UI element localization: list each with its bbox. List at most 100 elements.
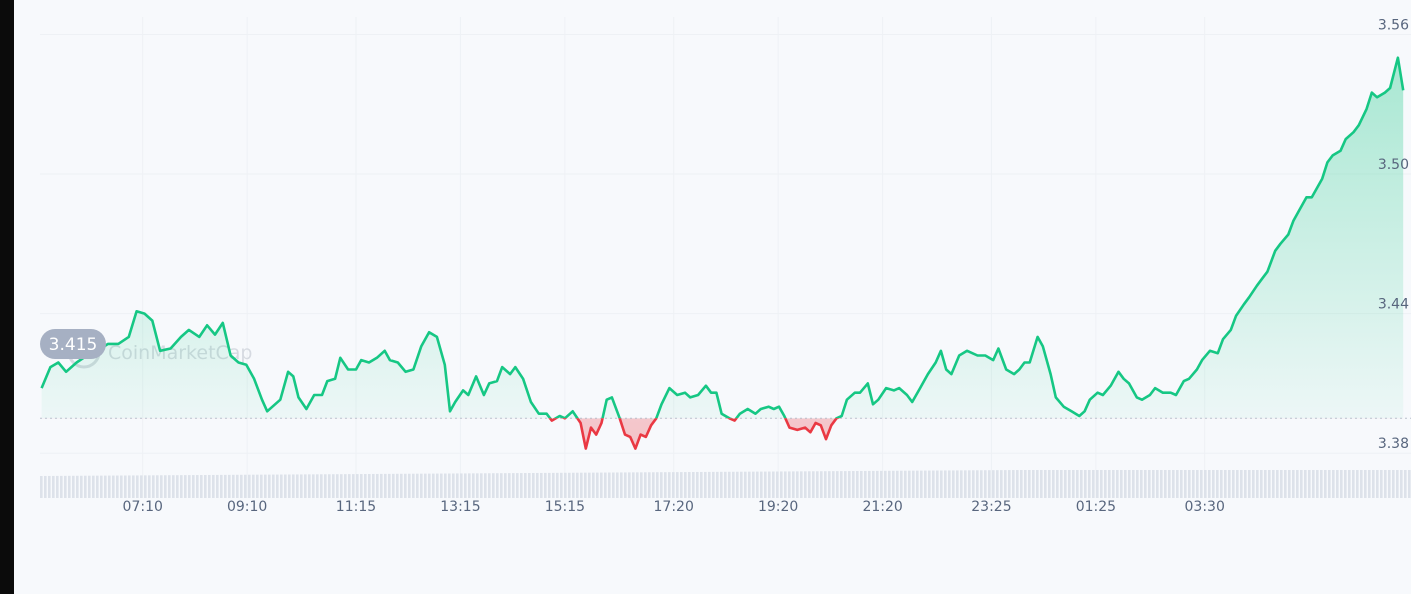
volume-bar	[752, 471, 755, 498]
data-point	[1287, 233, 1289, 235]
y-tick-label: 3.38	[1378, 436, 1409, 452]
volume-bar	[564, 472, 567, 498]
data-point	[376, 357, 378, 359]
volume-bar	[340, 474, 343, 498]
volume-bar	[268, 474, 271, 498]
data-point	[1332, 154, 1334, 156]
badge-pill	[40, 329, 106, 359]
volume-bar	[1392, 470, 1395, 498]
volume-bar	[292, 474, 295, 498]
volume-bar	[616, 472, 619, 498]
volume-bar	[1332, 470, 1335, 498]
volume-bar	[844, 471, 847, 498]
volume-bar	[728, 471, 731, 498]
data-point	[475, 375, 477, 377]
volume-bar	[332, 474, 335, 498]
data-point	[1402, 89, 1404, 91]
volume-bar	[1288, 470, 1291, 498]
volume-bar	[944, 470, 947, 498]
data-point	[629, 436, 631, 438]
data-point	[825, 438, 827, 440]
volume-bar	[684, 472, 687, 498]
volume-bar	[64, 475, 67, 498]
volume-bar	[280, 474, 283, 498]
data-point	[412, 368, 414, 370]
volume-bar	[104, 475, 107, 498]
volume-bar	[620, 472, 623, 498]
data-point	[705, 385, 707, 387]
volume-bar	[688, 472, 691, 498]
volume-bar	[1192, 470, 1195, 498]
volume-bar	[364, 474, 367, 498]
data-point	[355, 368, 357, 370]
data-point	[245, 364, 247, 366]
data-point	[449, 410, 451, 412]
volume-bar	[908, 470, 911, 498]
data-point	[710, 392, 712, 394]
volume-bar	[1244, 470, 1247, 498]
volume-bar	[1016, 470, 1019, 498]
volume-bar	[144, 475, 147, 498]
data-point	[237, 361, 239, 363]
volume-bar	[792, 471, 795, 498]
data-point	[428, 331, 430, 333]
volume-bar	[296, 474, 299, 498]
data-point	[1248, 296, 1250, 298]
data-point	[1154, 387, 1156, 389]
volume-bar	[588, 472, 591, 498]
data-point	[595, 433, 597, 435]
volume-bar	[868, 470, 871, 498]
open-price-badge: 3.415	[40, 329, 106, 359]
volume-bar	[196, 475, 199, 498]
volume-bar	[1208, 470, 1211, 498]
volume-bar	[1344, 470, 1347, 498]
volume-bar	[256, 474, 259, 498]
volume-bar	[1324, 470, 1327, 498]
badge-text: 3.415	[49, 335, 98, 355]
x-tick-label: 21:20	[862, 499, 902, 515]
data-point	[877, 399, 879, 401]
volume-bar	[1020, 470, 1023, 498]
volume-bar	[1092, 470, 1095, 498]
volume-bar	[1168, 470, 1171, 498]
x-tick-label: 15:15	[545, 499, 585, 515]
volume-bar	[1104, 470, 1107, 498]
x-axis: 07:10 09:10 11:15 13:15 15:15 17:20 19:20 21:20…	[123, 499, 1225, 515]
data-point	[619, 417, 621, 419]
volume-bar	[680, 472, 683, 498]
data-point	[1365, 108, 1367, 110]
data-point	[655, 417, 657, 419]
data-point	[846, 399, 848, 401]
data-point	[117, 343, 119, 345]
volume-bar	[1280, 470, 1283, 498]
volume-bar	[1356, 470, 1359, 498]
volume-bar	[800, 471, 803, 498]
volume-bar	[100, 475, 103, 498]
volume-bar	[988, 470, 991, 498]
volume-bar	[592, 472, 595, 498]
volume-bar	[252, 474, 255, 498]
data-point	[660, 403, 662, 405]
volume-bar	[1396, 470, 1399, 498]
data-point	[222, 322, 224, 324]
volume-bar	[1000, 470, 1003, 498]
volume-bar	[1264, 470, 1267, 498]
volume-bar	[424, 473, 427, 498]
volume-bar	[780, 471, 783, 498]
volume-bar	[1128, 470, 1131, 498]
data-point	[747, 408, 749, 410]
volume-bar	[664, 472, 667, 498]
volume-bar	[672, 472, 675, 498]
volume-bar	[136, 475, 139, 498]
volume-bar	[956, 470, 959, 498]
volume-bar	[936, 470, 939, 498]
data-point	[496, 380, 498, 382]
data-point	[467, 394, 469, 396]
volume-bar	[1040, 470, 1043, 498]
volume-bar	[500, 473, 503, 498]
x-tick-label: 11:15	[336, 499, 376, 515]
volume-bar	[824, 471, 827, 498]
data-point	[940, 350, 942, 352]
volume-bar	[396, 473, 399, 498]
